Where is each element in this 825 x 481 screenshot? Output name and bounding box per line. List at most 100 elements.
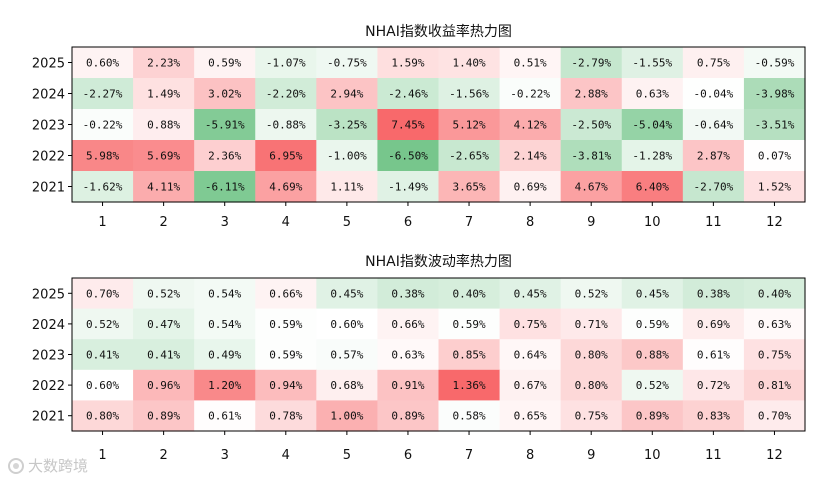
cell-value-label: 0.94% bbox=[269, 379, 302, 392]
x-tick-label: 3 bbox=[221, 215, 229, 230]
heatmap-cell bbox=[133, 109, 195, 141]
cell-value-label: -1.62% bbox=[83, 181, 123, 194]
heatmap-cell bbox=[194, 78, 256, 110]
cell-value-label: 0.89% bbox=[391, 410, 424, 423]
heatmap-cell bbox=[194, 308, 256, 340]
heatmap-cell bbox=[499, 369, 562, 401]
cell-value-label: 0.60% bbox=[86, 379, 119, 392]
heatmap-cell bbox=[499, 171, 562, 203]
cell-value-label: 5.12% bbox=[452, 119, 485, 132]
heatmap-cell bbox=[682, 369, 745, 401]
cell-value-label: 0.81% bbox=[758, 379, 791, 392]
heatmap-cell bbox=[255, 400, 317, 432]
y-tick-label: 2022 bbox=[32, 150, 65, 165]
heatmap-cell bbox=[499, 308, 562, 340]
heatmap-cell bbox=[377, 339, 440, 371]
watermark-text: 大数跨境 bbox=[28, 457, 89, 475]
cell-value-label: -0.22% bbox=[510, 88, 550, 101]
heatmap-cell bbox=[133, 369, 195, 401]
x-tick-label: 9 bbox=[587, 215, 595, 230]
cell-value-label: -6.11% bbox=[205, 181, 245, 194]
cell-value-label: 0.85% bbox=[452, 349, 485, 362]
heatmap-cell bbox=[682, 47, 745, 79]
heatmap-cell bbox=[133, 78, 195, 110]
heatmap-cell bbox=[72, 78, 134, 110]
cell-value-label: 0.91% bbox=[391, 379, 424, 392]
x-tick-label: 10 bbox=[644, 215, 661, 230]
cell-value-label: -5.91% bbox=[205, 119, 245, 132]
x-tick-label: 4 bbox=[282, 448, 290, 463]
cell-value-label: -2.79% bbox=[571, 57, 611, 70]
cell-value-label: 1.11% bbox=[330, 181, 363, 194]
x-tick-label: 8 bbox=[526, 448, 534, 463]
heatmap-cell bbox=[194, 47, 256, 79]
x-tick-label: 1 bbox=[98, 215, 106, 230]
cell-value-label: 1.00% bbox=[330, 410, 363, 423]
x-tick-label: 11 bbox=[705, 448, 722, 463]
heatmap-cell bbox=[255, 171, 317, 203]
cell-value-label: 6.40% bbox=[636, 181, 669, 194]
heatmap-cell bbox=[499, 400, 562, 432]
heatmap-cell bbox=[438, 47, 501, 79]
cell-value-label: 0.60% bbox=[86, 57, 119, 70]
cell-value-label: 0.89% bbox=[636, 410, 669, 423]
x-tick-label: 4 bbox=[282, 215, 290, 230]
cell-value-label: 0.59% bbox=[208, 57, 241, 70]
cell-value-label: -2.46% bbox=[388, 88, 428, 101]
cell-value-label: 2.88% bbox=[575, 88, 608, 101]
heatmap-cell bbox=[560, 109, 623, 141]
cell-value-label: 0.66% bbox=[391, 318, 424, 331]
heatmap-cell bbox=[499, 278, 562, 310]
heatmap-cell bbox=[743, 47, 806, 79]
return-heatmap: NHAI指数收益率热力图 0.60% 2.23% 0.59% -1.07% -0.75% 1… bbox=[32, 23, 806, 230]
heatmap-cell bbox=[560, 339, 623, 371]
heatmap-cell bbox=[377, 47, 440, 79]
x-tick-label: 6 bbox=[404, 215, 412, 230]
cell-value-label: 0.63% bbox=[758, 318, 791, 331]
cell-value-label: -3.81% bbox=[571, 150, 611, 163]
cell-value-label: 4.12% bbox=[514, 119, 547, 132]
cell-value-label: 0.63% bbox=[391, 349, 424, 362]
cell-value-label: 5.98% bbox=[86, 150, 119, 163]
heatmap-cell bbox=[621, 369, 684, 401]
y-tick-label: 2025 bbox=[32, 287, 65, 302]
heatmap-cell bbox=[560, 171, 623, 203]
cell-value-label: -1.00% bbox=[327, 150, 367, 163]
cell-value-label: -1.07% bbox=[266, 57, 306, 70]
cell-value-label: 0.96% bbox=[147, 379, 180, 392]
heatmap-cell bbox=[377, 140, 440, 172]
x-tick-label: 12 bbox=[766, 215, 783, 230]
x-tick-label: 10 bbox=[644, 448, 661, 463]
cell-value-label: 0.88% bbox=[636, 349, 669, 362]
heatmap-cell bbox=[560, 78, 623, 110]
cell-value-label: -2.70% bbox=[694, 181, 734, 194]
heatmap-cell bbox=[133, 47, 195, 79]
heatmap-cell bbox=[438, 339, 501, 371]
heatmap-cell bbox=[621, 140, 684, 172]
x-tick-label: 7 bbox=[465, 448, 473, 463]
heatmap-cell bbox=[194, 171, 256, 203]
y-tick-label: 2025 bbox=[32, 57, 65, 72]
x-tick-label: 8 bbox=[526, 215, 534, 230]
heatmap-cell bbox=[621, 109, 684, 141]
cell-value-label: 0.07% bbox=[758, 150, 791, 163]
x-tick-label: 11 bbox=[705, 215, 722, 230]
cell-value-label: 1.36% bbox=[452, 379, 485, 392]
heatmap-cell bbox=[438, 308, 501, 340]
cell-value-label: 3.65% bbox=[452, 181, 485, 194]
cell-value-label: 0.40% bbox=[758, 287, 791, 300]
heatmap-cell bbox=[316, 308, 379, 340]
cell-value-label: 0.80% bbox=[575, 379, 608, 392]
cell-value-label: -3.25% bbox=[327, 119, 367, 132]
heatmap-cell bbox=[621, 278, 684, 310]
cell-value-label: 0.75% bbox=[758, 349, 791, 362]
heatmap-cell bbox=[316, 78, 379, 110]
heatmap-cell bbox=[255, 308, 317, 340]
cell-value-label: 0.70% bbox=[86, 287, 119, 300]
heatmap-cell bbox=[316, 278, 379, 310]
watermark: 大数跨境 bbox=[8, 455, 88, 476]
x-tick-label: 2 bbox=[159, 215, 167, 230]
cell-value-label: 2.23% bbox=[147, 57, 180, 70]
heatmap-cell bbox=[438, 369, 501, 401]
